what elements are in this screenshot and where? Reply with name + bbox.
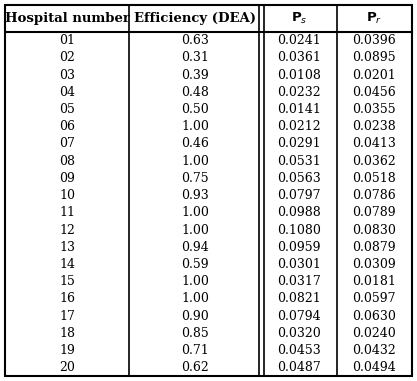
Text: 18: 18 — [59, 327, 75, 340]
Text: 0.0201: 0.0201 — [352, 69, 396, 82]
Text: 0.94: 0.94 — [181, 241, 209, 254]
Text: 07: 07 — [59, 138, 75, 150]
Text: 0.0789: 0.0789 — [352, 207, 396, 219]
Text: 0.0630: 0.0630 — [352, 310, 396, 323]
Text: 0.0212: 0.0212 — [277, 120, 321, 133]
Text: 02: 02 — [59, 51, 75, 64]
Text: 0.1080: 0.1080 — [277, 224, 321, 237]
Text: 0.0563: 0.0563 — [277, 172, 321, 185]
Text: 0.0830: 0.0830 — [352, 224, 396, 237]
Text: 0.71: 0.71 — [181, 344, 209, 357]
Text: 1.00: 1.00 — [181, 293, 209, 306]
Text: 0.31: 0.31 — [181, 51, 209, 64]
Text: 1.00: 1.00 — [181, 275, 209, 288]
Text: 0.0413: 0.0413 — [352, 138, 396, 150]
Text: 0.0959: 0.0959 — [277, 241, 321, 254]
Text: 0.0456: 0.0456 — [352, 86, 396, 99]
Text: 0.0494: 0.0494 — [352, 361, 396, 374]
Text: 0.0879: 0.0879 — [352, 241, 396, 254]
Text: 0.85: 0.85 — [181, 327, 209, 340]
Text: 10: 10 — [59, 189, 75, 202]
Text: 0.0291: 0.0291 — [277, 138, 321, 150]
Text: 0.0453: 0.0453 — [277, 344, 321, 357]
Text: 0.50: 0.50 — [181, 103, 209, 116]
Text: 12: 12 — [59, 224, 75, 237]
Text: 0.0432: 0.0432 — [352, 344, 396, 357]
Text: 01: 01 — [59, 34, 75, 47]
Text: 0.46: 0.46 — [181, 138, 209, 150]
Text: 0.0531: 0.0531 — [277, 155, 321, 168]
Text: 0.0141: 0.0141 — [277, 103, 321, 116]
Text: 0.93: 0.93 — [181, 189, 209, 202]
Text: 0.0797: 0.0797 — [277, 189, 321, 202]
Text: 0.0240: 0.0240 — [352, 327, 396, 340]
Text: 11: 11 — [59, 207, 75, 219]
Text: 0.0597: 0.0597 — [353, 293, 396, 306]
Text: 06: 06 — [59, 120, 75, 133]
Text: 0.0786: 0.0786 — [352, 189, 396, 202]
Text: 0.0301: 0.0301 — [277, 258, 321, 271]
Text: 0.0396: 0.0396 — [352, 34, 396, 47]
Text: 0.0821: 0.0821 — [277, 293, 321, 306]
Text: 1.00: 1.00 — [181, 120, 209, 133]
Text: 0.39: 0.39 — [181, 69, 209, 82]
Text: 17: 17 — [59, 310, 75, 323]
Text: 0.0361: 0.0361 — [277, 51, 321, 64]
Text: 0.59: 0.59 — [181, 258, 209, 271]
Text: 0.0487: 0.0487 — [277, 361, 321, 374]
Text: 13: 13 — [59, 241, 75, 254]
Text: Hospital number: Hospital number — [5, 12, 130, 25]
Text: 0.0362: 0.0362 — [352, 155, 396, 168]
Text: 0.62: 0.62 — [181, 361, 209, 374]
Text: 20: 20 — [59, 361, 75, 374]
Text: 0.0108: 0.0108 — [277, 69, 321, 82]
Text: 0.0309: 0.0309 — [352, 258, 396, 271]
Text: 08: 08 — [59, 155, 75, 168]
Text: 04: 04 — [59, 86, 75, 99]
Text: 0.0241: 0.0241 — [277, 34, 321, 47]
Text: 19: 19 — [59, 344, 75, 357]
Text: 09: 09 — [59, 172, 75, 185]
Text: 15: 15 — [59, 275, 75, 288]
Text: 0.75: 0.75 — [181, 172, 209, 185]
Text: 05: 05 — [59, 103, 75, 116]
Text: 1.00: 1.00 — [181, 207, 209, 219]
Text: 03: 03 — [59, 69, 75, 82]
Text: 0.48: 0.48 — [181, 86, 209, 99]
Text: 0.0794: 0.0794 — [277, 310, 321, 323]
Text: 0.0355: 0.0355 — [352, 103, 396, 116]
Text: 0.90: 0.90 — [181, 310, 209, 323]
Text: 0.63: 0.63 — [181, 34, 209, 47]
Text: 1.00: 1.00 — [181, 155, 209, 168]
Text: 0.0988: 0.0988 — [277, 207, 321, 219]
Text: $\mathbf{P}_r$: $\mathbf{P}_r$ — [366, 11, 382, 26]
Text: 0.0181: 0.0181 — [352, 275, 396, 288]
Text: 0.0317: 0.0317 — [277, 275, 321, 288]
Text: 0.0320: 0.0320 — [277, 327, 321, 340]
Text: 0.0238: 0.0238 — [352, 120, 396, 133]
Text: 16: 16 — [59, 293, 75, 306]
Text: 0.0895: 0.0895 — [352, 51, 396, 64]
Text: Efficiency (DEA): Efficiency (DEA) — [134, 12, 256, 25]
Text: 0.0518: 0.0518 — [352, 172, 396, 185]
Text: $\mathbf{P}_s$: $\mathbf{P}_s$ — [291, 11, 307, 26]
Text: 0.0232: 0.0232 — [277, 86, 321, 99]
Text: 14: 14 — [59, 258, 75, 271]
Text: 1.00: 1.00 — [181, 224, 209, 237]
